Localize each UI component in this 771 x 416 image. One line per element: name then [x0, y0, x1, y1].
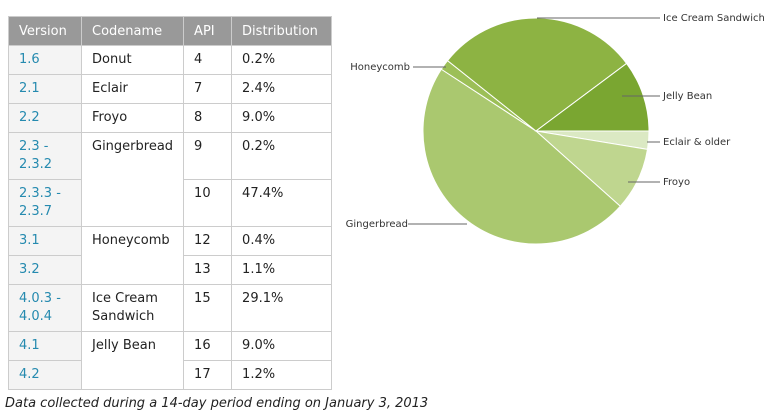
version-link[interactable]: 2.3 - 2.3.2: [8, 132, 82, 180]
version-link[interactable]: 3.2: [8, 255, 82, 285]
slice-label: Eclair & older: [663, 137, 731, 148]
slice-label: Jelly Bean: [662, 91, 712, 102]
api: 9: [183, 132, 233, 180]
distribution: 0.2%: [231, 132, 333, 180]
codename: Jelly Bean: [80, 331, 185, 390]
codename: Eclair: [80, 74, 185, 104]
api: 4: [183, 45, 233, 75]
distribution: 1.2%: [231, 360, 333, 390]
codename: Gingerbread: [80, 132, 185, 227]
slice-label: Honeycomb: [350, 62, 410, 73]
distribution: 9.0%: [231, 331, 333, 361]
pie-chart: Eclair & older Froyo Gingerbread Honeycomb I…: [346, 13, 765, 245]
footnote: Data collected during a 14-day period en…: [5, 396, 429, 411]
version-link[interactable]: 1.6: [8, 45, 82, 75]
version-link[interactable]: 2.2: [8, 103, 82, 133]
header-cell: Distribution: [231, 16, 333, 46]
codename: Froyo: [80, 103, 185, 133]
distribution: 9.0%: [231, 103, 333, 133]
version-link[interactable]: 3.1: [8, 226, 82, 256]
pie-slice: [422, 68, 621, 245]
slice-label: Ice Cream Sandwich: [663, 13, 765, 24]
api: 17: [183, 360, 233, 390]
slice-label: Froyo: [663, 177, 690, 188]
api: 7: [183, 74, 233, 104]
api: 15: [183, 284, 233, 332]
pie-slice: [534, 62, 650, 132]
api: 12: [183, 226, 233, 256]
header-row: Version Codename API Distribution: [8, 16, 333, 46]
version-link[interactable]: 2.1: [8, 74, 82, 104]
distribution: 0.2%: [231, 45, 333, 75]
codename: Honeycomb: [80, 226, 185, 285]
version-table: Version Codename API Distribution 1.6 Don…: [8, 16, 333, 390]
header-cell: Version: [8, 16, 82, 46]
distribution: 47.4%: [231, 179, 333, 227]
version-link[interactable]: 4.2: [8, 360, 82, 390]
slice-label: Gingerbread: [346, 219, 408, 230]
version-link[interactable]: 4.1: [8, 331, 82, 361]
header-cell: Codename: [80, 16, 185, 46]
version-link[interactable]: 2.3.3 - 2.3.7: [8, 179, 82, 227]
distribution: 29.1%: [231, 284, 333, 332]
codename: Ice Cream Sandwich: [80, 284, 185, 332]
distribution: 0.4%: [231, 226, 333, 256]
